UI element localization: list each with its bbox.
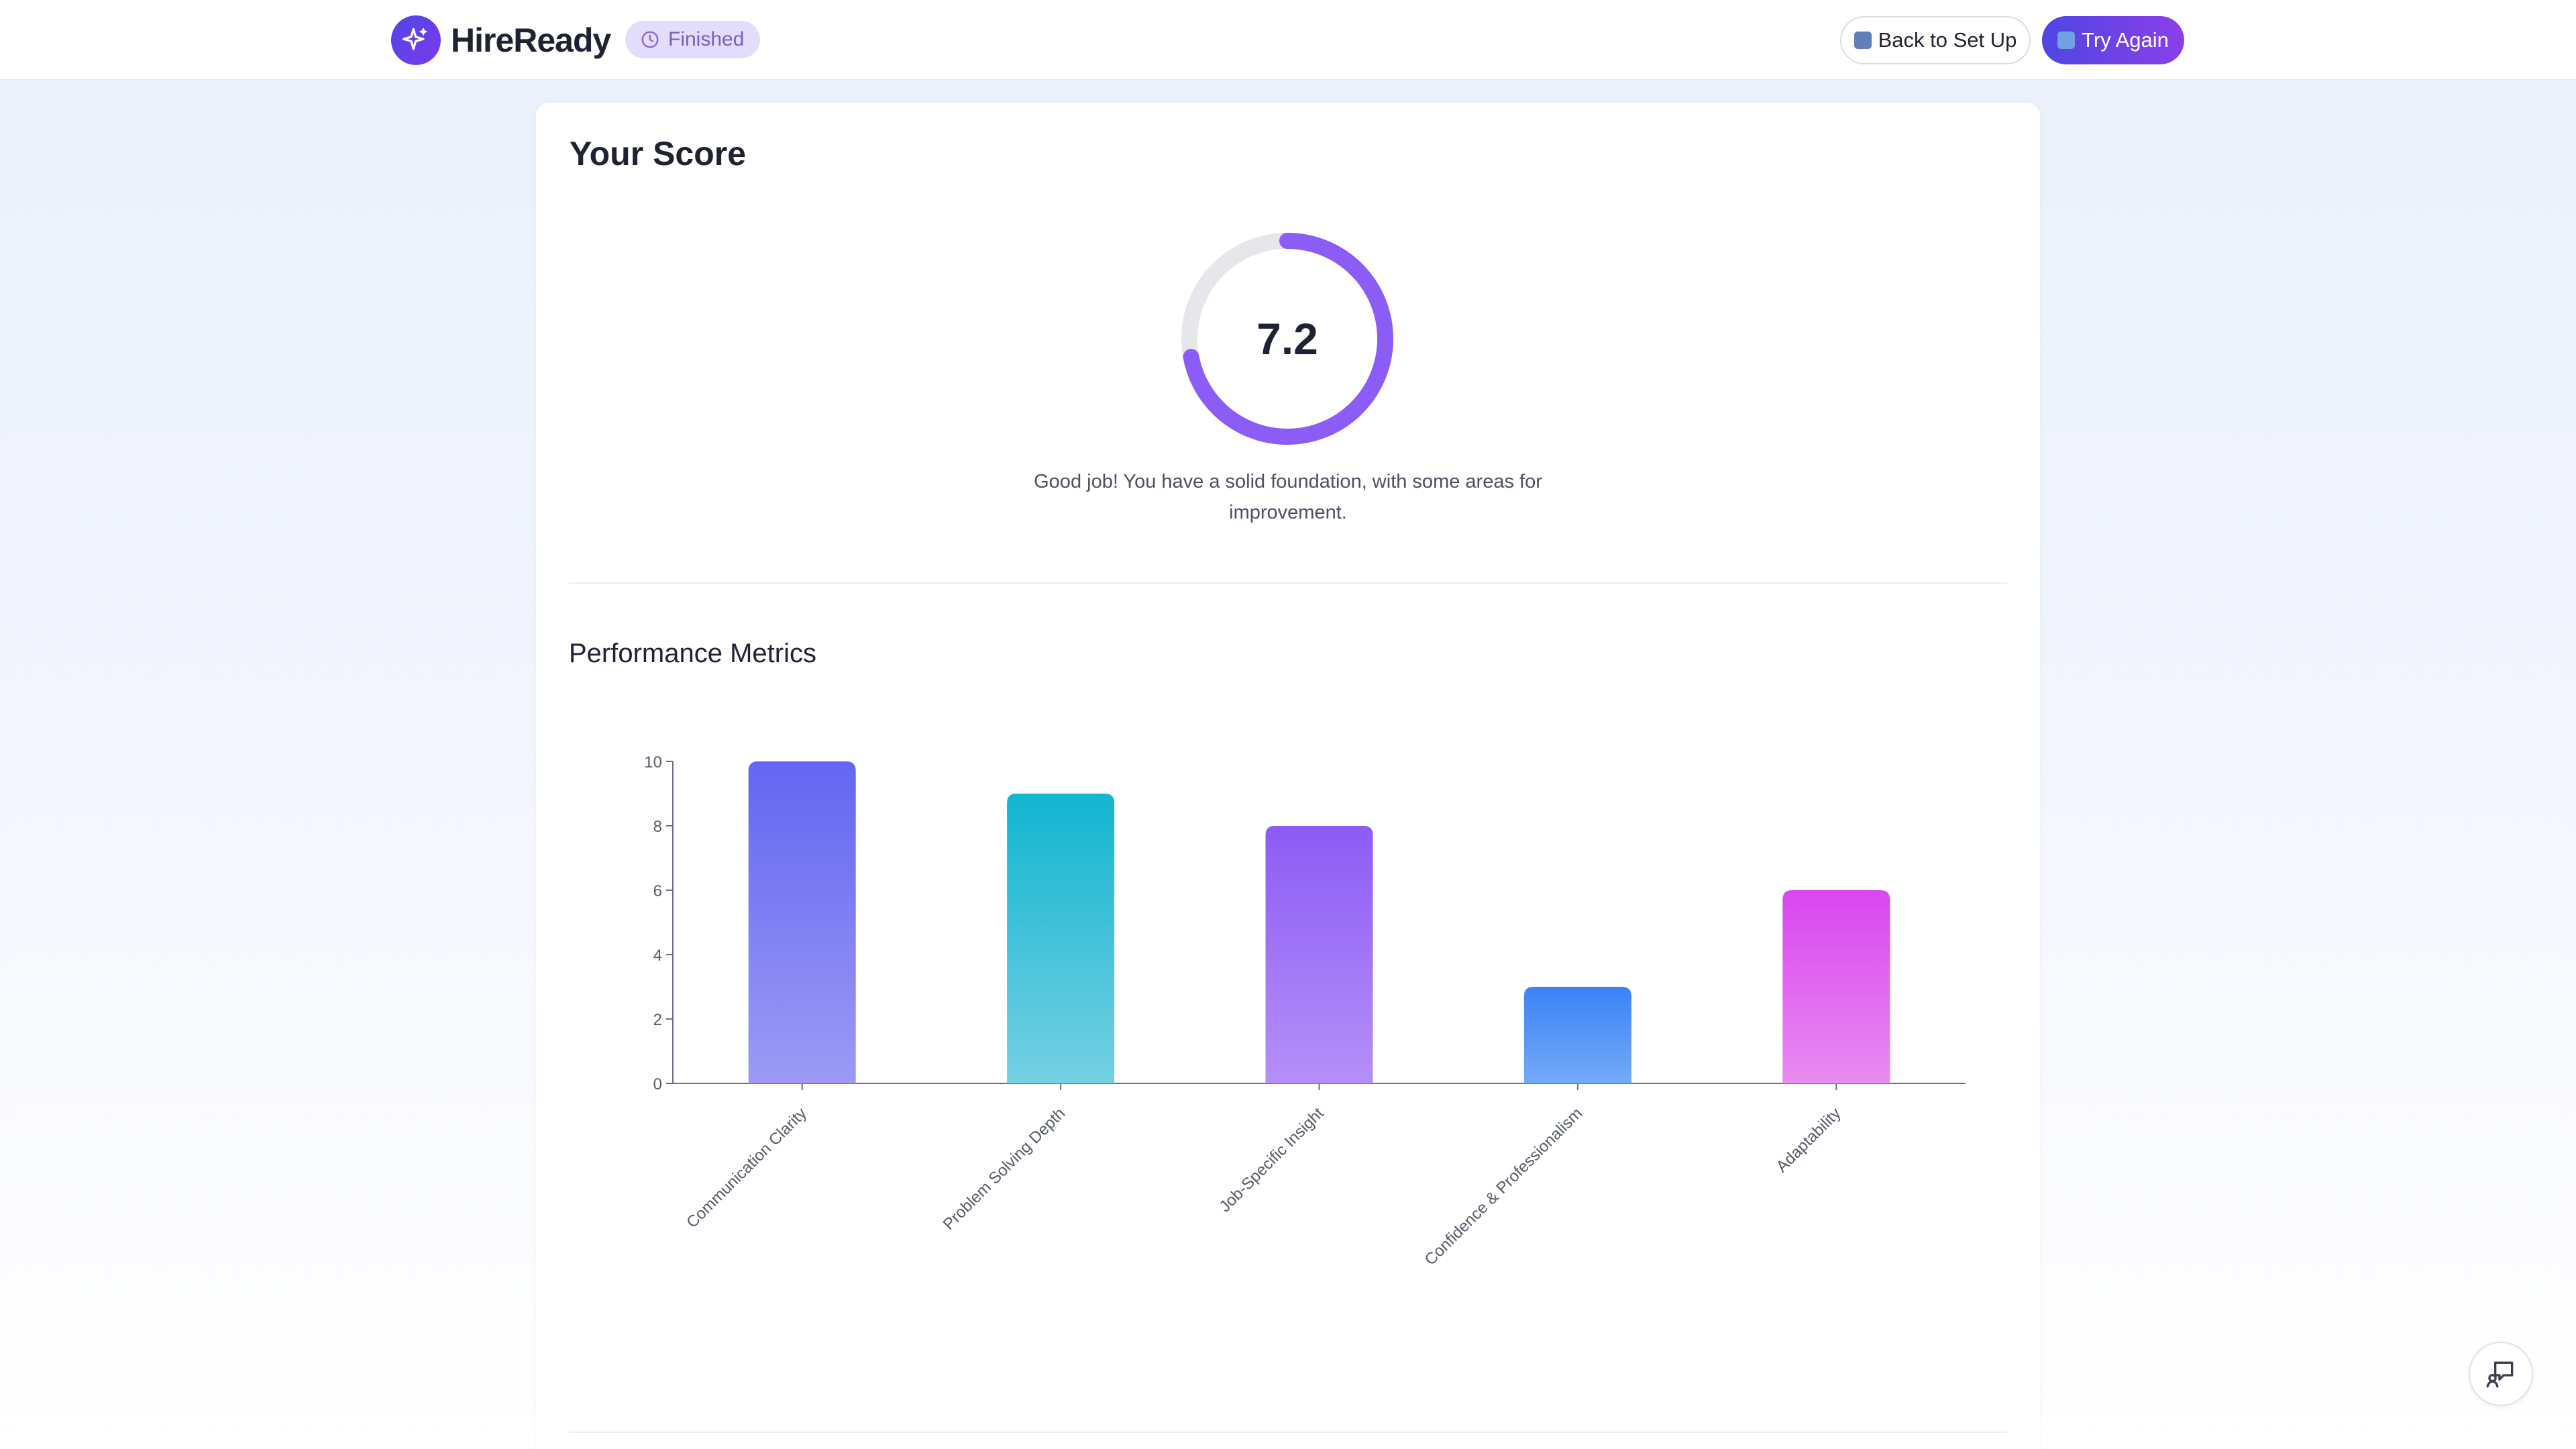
metrics-title: Performance Metrics — [569, 639, 816, 668]
bar-4 — [1782, 890, 1890, 1083]
feedback-chat-icon — [2486, 1361, 2514, 1388]
status-label: Finished — [668, 28, 745, 50]
sparkle-icon[interactable] — [391, 15, 441, 65]
gauge-progress — [1181, 233, 1393, 445]
section-divider-bottom — [569, 1432, 2007, 1433]
y-tick-label: 0 — [653, 1075, 662, 1093]
bar-2 — [1265, 826, 1373, 1083]
y-tick-label: 10 — [644, 753, 662, 771]
performance-metrics-chart: 0 2 4 6 8 10 Communication Clarity Problem Solv… — [644, 753, 1966, 1269]
back-to-setup-button[interactable]: Back to Set Up — [1840, 16, 2031, 64]
top-header: HireReady Finished Back to Set Up Try Ag… — [0, 0, 2576, 80]
x-tick-label: Problem Solving Depth — [940, 1104, 1069, 1234]
bar-1 — [1007, 794, 1115, 1083]
score-gauge — [1181, 233, 1393, 445]
x-tick-label: Adaptability — [1773, 1104, 1845, 1176]
x-tick-label: Confidence & Professionalism — [1421, 1104, 1586, 1269]
try-again-button[interactable]: Try Again — [2042, 16, 2184, 64]
repeat-icon — [2057, 32, 2076, 49]
y-tick-label: 4 — [653, 947, 662, 965]
try-again-label: Try Again — [2082, 28, 2169, 52]
bar-3 — [1523, 987, 1631, 1083]
y-tick-label: 8 — [653, 818, 662, 836]
y-tick-label: 2 — [653, 1011, 662, 1029]
score-value: 7.2 — [1256, 314, 1318, 364]
x-tick-label: Communication Clarity — [683, 1104, 810, 1232]
score-message: Good job! You have a solid foundation, w… — [1034, 471, 1542, 523]
clock-icon — [641, 31, 659, 48]
section-divider — [569, 582, 2007, 584]
back-arrow-icon — [1854, 32, 1872, 49]
score-title: Your Score — [570, 135, 747, 172]
bar-0 — [748, 761, 856, 1083]
x-tick-label: Job-Specific Insight — [1216, 1104, 1327, 1216]
status-badge: Finished — [625, 21, 761, 58]
y-tick-label: 6 — [653, 882, 662, 900]
feedback-chat-button[interactable] — [2469, 1342, 2533, 1406]
back-button-label: Back to Set Up — [1878, 28, 2017, 52]
brand-name[interactable]: HireReady — [451, 21, 611, 59]
